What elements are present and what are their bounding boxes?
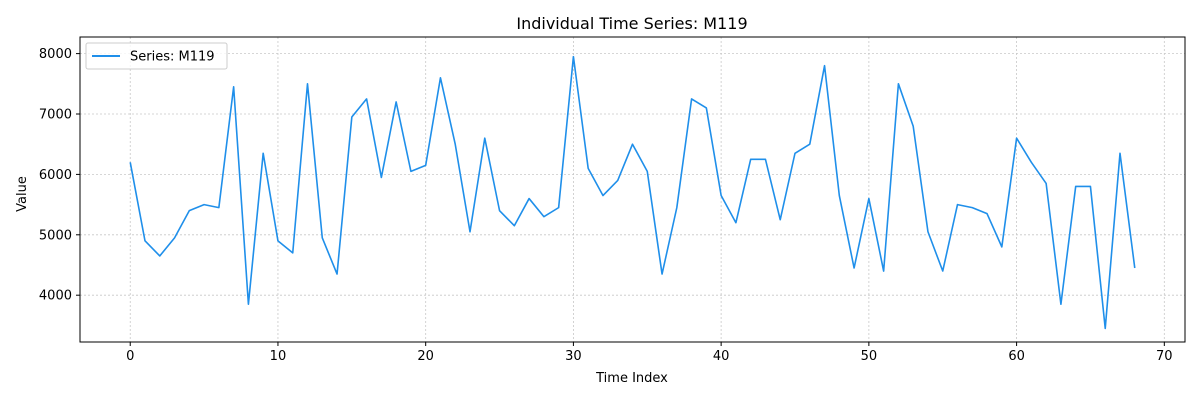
- data-point: [676, 206, 678, 208]
- y-tick-label: 6000: [39, 168, 72, 183]
- data-point: [942, 270, 944, 272]
- data-point: [410, 170, 412, 172]
- data-point: [617, 179, 619, 181]
- data-point: [661, 273, 663, 275]
- y-tick-label: 7000: [39, 108, 72, 123]
- chart-title: Individual Time Series: M119: [516, 14, 747, 33]
- data-point: [203, 203, 205, 205]
- data-point: [1119, 152, 1121, 154]
- x-tick-label: 30: [565, 349, 582, 364]
- data-point: [336, 273, 338, 275]
- data-point: [306, 83, 308, 85]
- data-point: [292, 252, 294, 254]
- series-line: [129, 55, 1136, 330]
- x-tick-label: 70: [1156, 349, 1173, 364]
- legend: Series: M119: [85, 42, 228, 70]
- data-point: [735, 222, 737, 224]
- data-point: [809, 143, 811, 145]
- plot-frame: [79, 36, 1186, 343]
- data-point: [528, 197, 530, 199]
- grid: [80, 37, 1185, 342]
- legend-label: Series: M119: [130, 50, 215, 65]
- data-point: [513, 225, 515, 227]
- data-point: [705, 107, 707, 109]
- data-point: [454, 143, 456, 145]
- data-point: [498, 209, 500, 211]
- data-point: [779, 219, 781, 221]
- data-point: [321, 237, 323, 239]
- data-point: [484, 137, 486, 139]
- data-point: [956, 203, 958, 205]
- data-point: [764, 158, 766, 160]
- data-point: [794, 152, 796, 154]
- x-tick-label: 50: [861, 349, 878, 364]
- data-point: [188, 209, 190, 211]
- data-point: [912, 125, 914, 127]
- data-point: [262, 152, 264, 154]
- y-axis: 4000 5000 6000 7000 8000: [39, 47, 80, 304]
- data-point: [365, 98, 367, 100]
- y-tick-label: 8000: [39, 47, 72, 62]
- data-point: [823, 64, 825, 66]
- data-point: [587, 167, 589, 169]
- data-point: [1015, 137, 1017, 139]
- data-point: [218, 206, 220, 208]
- legend-box: [85, 42, 228, 70]
- data-point: [1089, 185, 1091, 187]
- data-point: [277, 240, 279, 242]
- data-point: [749, 158, 751, 160]
- data-point: [720, 194, 722, 196]
- x-tick-label: 10: [270, 349, 287, 364]
- data-point: [439, 77, 441, 79]
- data-point: [1104, 327, 1106, 329]
- data-point: [469, 231, 471, 233]
- data-point: [1001, 246, 1003, 248]
- data-point: [868, 197, 870, 199]
- data-point: [882, 270, 884, 272]
- data-point: [1134, 267, 1136, 269]
- data-point: [159, 255, 161, 257]
- data-point: [631, 143, 633, 145]
- y-axis-title: Value: [15, 176, 30, 212]
- data-point: [897, 83, 899, 85]
- x-tick-label: 0: [126, 349, 134, 364]
- x-axis-title: Time Index: [595, 371, 668, 386]
- data-point: [1045, 182, 1047, 184]
- data-point: [690, 98, 692, 100]
- data-point: [557, 206, 559, 208]
- data-point: [1060, 303, 1062, 305]
- data-point: [351, 116, 353, 118]
- y-tick-label: 5000: [39, 228, 72, 243]
- x-tick-label: 20: [417, 349, 434, 364]
- data-point: [144, 240, 146, 242]
- data-point: [1074, 185, 1076, 187]
- x-axis: 0 10 20 30 40 50 60 70: [126, 342, 1173, 364]
- data-point: [986, 212, 988, 214]
- series-layer: [129, 55, 1136, 330]
- data-point: [838, 194, 840, 196]
- data-point: [572, 55, 574, 57]
- data-point: [927, 231, 929, 233]
- data-point: [395, 101, 397, 103]
- data-point: [232, 86, 234, 88]
- data-point: [602, 194, 604, 196]
- data-point: [247, 303, 249, 305]
- data-point: [971, 206, 973, 208]
- data-point: [424, 164, 426, 166]
- data-point: [646, 170, 648, 172]
- data-point: [543, 215, 545, 217]
- data-point: [380, 176, 382, 178]
- x-tick-label: 60: [1008, 349, 1025, 364]
- data-point: [129, 161, 131, 163]
- data-point: [853, 267, 855, 269]
- y-tick-label: 4000: [39, 289, 72, 304]
- data-point: [1030, 161, 1032, 163]
- data-point: [173, 237, 175, 239]
- x-tick-label: 40: [713, 349, 730, 364]
